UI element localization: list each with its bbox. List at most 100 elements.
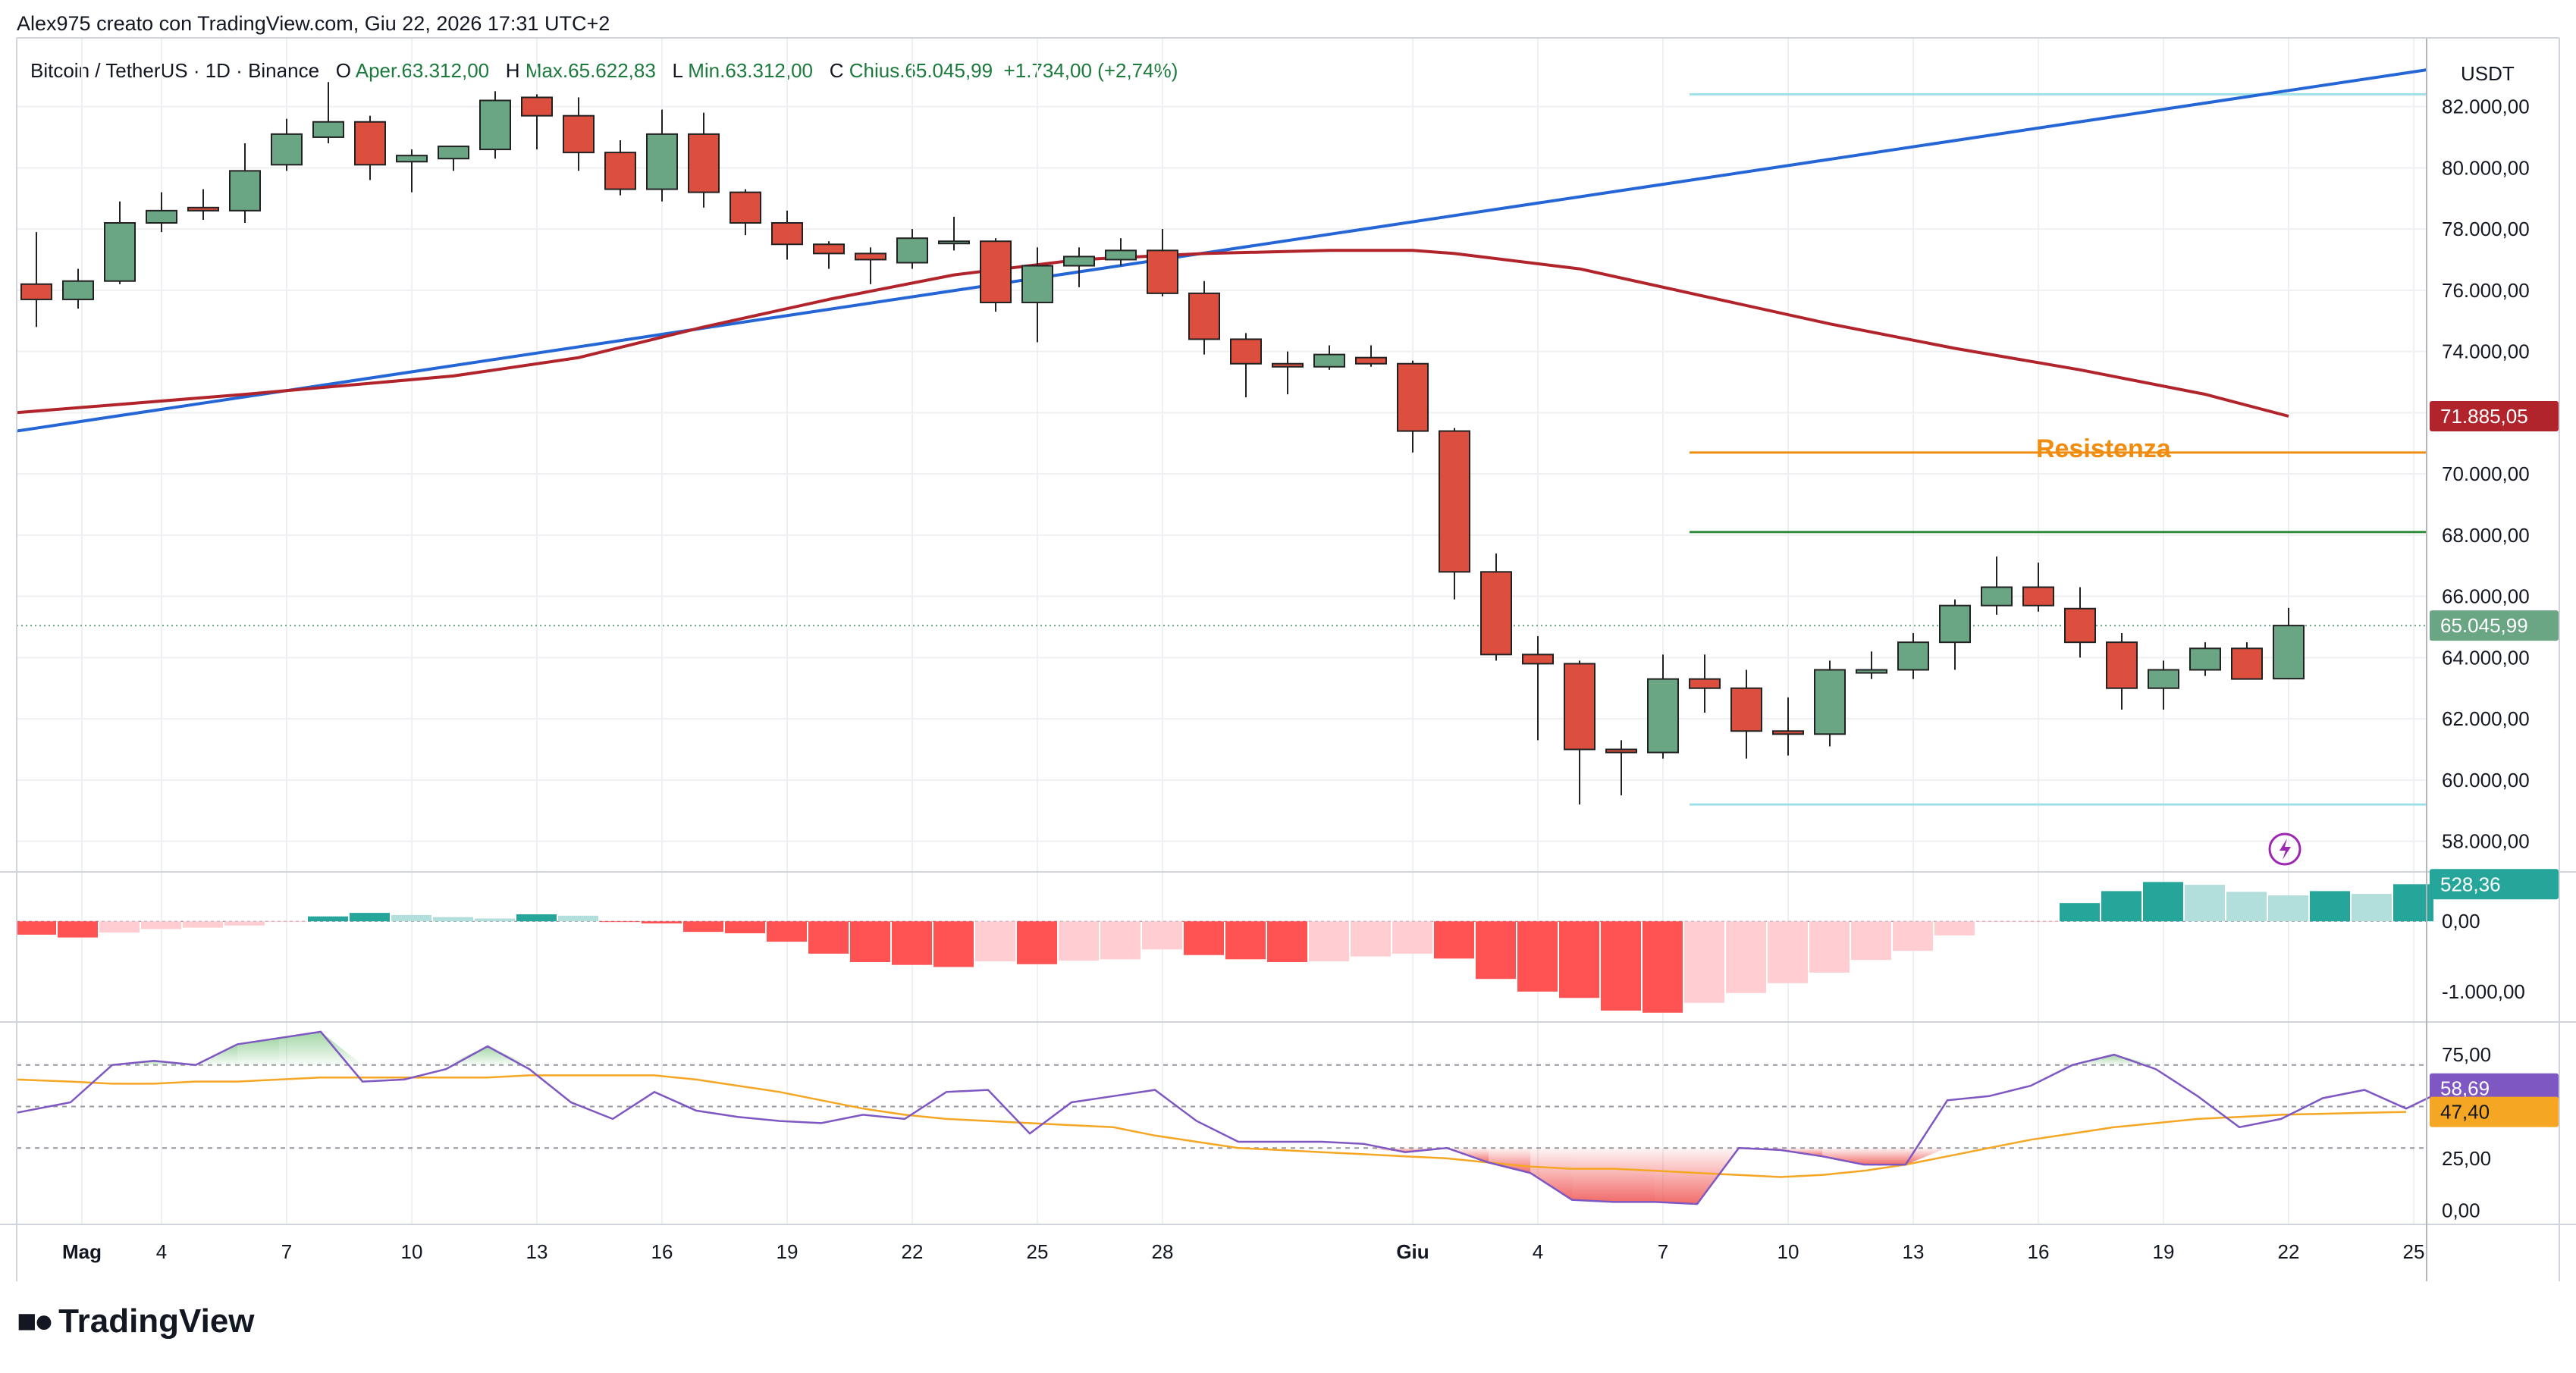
macd-bar xyxy=(1893,921,1933,951)
tradingview-logo-icon: ■● xyxy=(17,1302,54,1340)
candle-body xyxy=(20,283,52,300)
candle-body xyxy=(1772,730,1804,735)
rsi-oversold-fill xyxy=(1530,1148,1572,1200)
macd-bar xyxy=(1100,921,1141,960)
candle-body xyxy=(1480,571,1512,656)
price-tick-label: 64.000,00 xyxy=(2442,646,2530,669)
candle-body xyxy=(1272,362,1304,368)
macd-bar xyxy=(1017,921,1057,964)
candle-body xyxy=(855,252,886,261)
time-tick-label: 10 xyxy=(1777,1240,1799,1263)
low-value: Min.63.312,00 xyxy=(688,59,814,82)
macd-bar xyxy=(2101,891,2141,922)
candle-body xyxy=(1105,249,1137,261)
rsi-oversold-fill xyxy=(1906,1148,1947,1165)
rsi-overbought-fill xyxy=(2114,1055,2156,1065)
tradingview-logo[interactable]: ■● TradingView xyxy=(17,1302,255,1340)
price-tick-label: 70.000,00 xyxy=(2442,462,2530,485)
symbol-name[interactable]: Bitcoin / TetherUS · 1D · Binance xyxy=(30,59,320,82)
price-tick-label: 58.000,00 xyxy=(2442,830,2530,853)
macd-bar xyxy=(1517,921,1558,992)
candle-body xyxy=(771,222,803,246)
high-label: H xyxy=(505,59,520,82)
candle-body xyxy=(1063,255,1095,267)
macd-bar xyxy=(16,921,56,935)
rsi-overbought-fill xyxy=(237,1038,279,1065)
candle-body xyxy=(1021,265,1053,303)
macd-bar xyxy=(1976,921,2016,923)
rsi-ma-line xyxy=(16,1074,2407,1178)
rsi-tick-label: 0,00 xyxy=(2442,1199,2480,1221)
macd-bar xyxy=(1059,921,1099,961)
macd-bar xyxy=(2185,885,2225,922)
candle-body xyxy=(104,222,136,282)
time-tick-label: 25 xyxy=(2403,1240,2425,1263)
candle-body xyxy=(688,133,720,193)
candle-body xyxy=(2148,669,2179,689)
macd-bar xyxy=(1726,921,1766,993)
candle-body xyxy=(1647,678,1679,754)
rsi-ma-badge-bg xyxy=(2430,1096,2559,1127)
candle-body xyxy=(438,146,469,160)
ma-price-badge: 71.885,05 xyxy=(2440,405,2528,428)
open-label: O xyxy=(335,59,351,82)
time-tick-label: 7 xyxy=(1658,1240,1668,1263)
macd-bar xyxy=(1392,921,1432,954)
time-tick-label: Mag xyxy=(62,1240,102,1263)
candle-body xyxy=(521,96,553,117)
price-pane xyxy=(16,68,2427,806)
candle-body xyxy=(396,155,428,163)
close-value: Chius.65.045,99 xyxy=(849,59,993,82)
time-tick-label: 22 xyxy=(902,1240,924,1263)
macd-bar xyxy=(975,921,1015,962)
time-tick-label: 4 xyxy=(1533,1240,1543,1263)
candle-body xyxy=(1856,669,1887,674)
macd-bar xyxy=(892,921,932,965)
time-tick-label: 28 xyxy=(1152,1240,1174,1263)
macd-bar xyxy=(767,921,807,942)
macd-pane xyxy=(16,882,2433,1013)
resistance-label: Resistenza xyxy=(2036,434,2172,463)
candle-body xyxy=(604,152,636,190)
high-value: Max.65.622,83 xyxy=(525,59,656,82)
price-tick-label: 66.000,00 xyxy=(2442,585,2530,608)
macd-bar xyxy=(1225,921,1266,960)
chart-credit: Alex975 creato con TradingView.com, Giu … xyxy=(17,12,610,35)
price-tick-label: 74.000,00 xyxy=(2442,340,2530,363)
macd-bar xyxy=(183,921,223,928)
macd-tick-label: 0,00 xyxy=(2442,910,2480,933)
macd-bar xyxy=(558,915,598,922)
flash-icon[interactable] xyxy=(2268,832,2301,866)
macd-bar xyxy=(2226,892,2267,922)
rsi-oversold-fill xyxy=(1864,1148,1906,1165)
macd-bar xyxy=(1267,921,1307,962)
macd-bar xyxy=(99,921,140,933)
rsi-overbought-fill xyxy=(279,1031,321,1065)
rsi-tick-label: 75,00 xyxy=(2442,1043,2491,1066)
macd-bar xyxy=(1768,921,1808,983)
time-tick-label: 19 xyxy=(777,1240,799,1263)
macd-bar xyxy=(683,921,723,933)
macd-bar xyxy=(850,921,890,962)
symbol-legend: Bitcoin / TetherUS · 1D · Binance O Aper… xyxy=(30,59,1178,83)
change-value: +1.734,00 (+2,74%) xyxy=(1003,59,1178,82)
rsi-oversold-fill xyxy=(1363,1148,1405,1152)
time-tick-label: Giu xyxy=(1396,1240,1429,1263)
price-tick-label: 82.000,00 xyxy=(2442,96,2530,118)
candle-body xyxy=(730,191,761,224)
macd-bar xyxy=(2060,903,2100,922)
candle-body xyxy=(2189,647,2221,671)
macd-bar xyxy=(1309,921,1349,962)
candle-body xyxy=(1188,292,1220,340)
candle-body xyxy=(1355,356,1387,365)
candle-body xyxy=(1730,687,1762,732)
macd-bar xyxy=(475,918,515,922)
rsi-overbought-fill xyxy=(321,1031,362,1065)
low-label: L xyxy=(672,59,683,82)
tradingview-logo-text: TradingView xyxy=(58,1302,255,1340)
chart-canvas[interactable]: 58.000,00 60.000,00 62.000,00 64.000,00 66.0… xyxy=(0,0,2576,1281)
macd-bar xyxy=(433,917,473,922)
candle-body xyxy=(146,209,177,224)
candle-body xyxy=(1397,362,1429,432)
macd-bar xyxy=(2310,891,2350,922)
